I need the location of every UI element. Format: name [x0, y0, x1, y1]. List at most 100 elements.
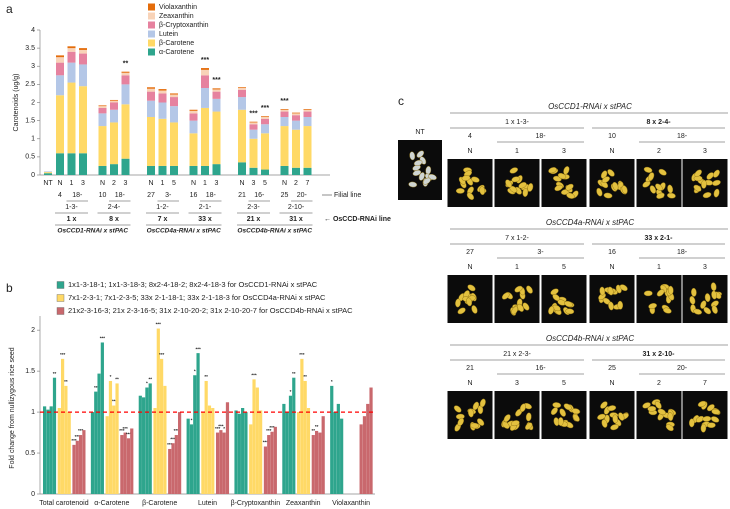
bar-segment [201, 88, 209, 108]
seed [691, 287, 697, 297]
bar-segment [147, 91, 155, 101]
progeny-label: 27 [147, 192, 155, 199]
bar [57, 408, 61, 494]
seed [597, 413, 606, 420]
bar-segment [158, 90, 167, 94]
seed [648, 172, 655, 181]
significance: ** [292, 371, 296, 376]
bar-segment [98, 126, 107, 166]
x-tick-label: 1 [161, 180, 165, 187]
bar-segment [44, 172, 52, 174]
progeny-label: 10 [99, 192, 107, 199]
x-tick-label: 5 [263, 180, 267, 187]
seed [642, 180, 651, 188]
seed [527, 183, 534, 192]
significance: *** [263, 440, 269, 445]
legend-label: 21x2-3-16-3; 21x 2-3-16-5; 31x 2-10-20-2… [68, 306, 353, 315]
bar [138, 395, 142, 494]
significance: *** [71, 438, 77, 443]
bar [333, 412, 337, 494]
plant-label: 5 [562, 264, 566, 271]
bar [211, 408, 215, 494]
bar [282, 403, 286, 494]
significance: *** [167, 442, 173, 447]
seed [701, 179, 707, 189]
plant-label: N [609, 264, 614, 271]
seed [643, 166, 653, 173]
seed [518, 182, 527, 189]
parent-label: 2-1- [199, 204, 212, 211]
bar [49, 406, 53, 494]
legend-swatch [148, 3, 155, 11]
legend-swatch [148, 12, 155, 20]
seed [603, 192, 613, 199]
plant-label: 7 [703, 380, 707, 387]
seed [693, 308, 702, 315]
progeny-label: 18- [206, 192, 217, 199]
bar [237, 413, 241, 494]
seed [557, 417, 564, 426]
x-tick-label: NT [43, 180, 53, 187]
cross-label: 8 x 2-4- [646, 119, 671, 126]
seed [413, 159, 423, 166]
significance: *** [126, 431, 132, 436]
significance: *** [269, 425, 275, 430]
photo-tile [494, 159, 540, 207]
bar [178, 412, 182, 494]
bar-segment [201, 68, 209, 70]
legend-swatch [148, 30, 155, 38]
bar-segment [158, 165, 167, 175]
bar [225, 402, 230, 494]
seed [416, 150, 425, 158]
x-tick-label: N [191, 180, 196, 187]
seed [548, 305, 555, 315]
bar [296, 412, 301, 494]
progeny-label: 25 [281, 192, 289, 199]
bar-segment [261, 133, 269, 170]
plant-label: 1 [515, 264, 519, 271]
bar [366, 403, 370, 494]
plant-label: 1 [657, 264, 661, 271]
seed [501, 292, 510, 300]
seed [453, 405, 462, 413]
significance: ** [312, 428, 316, 433]
bar-segment [158, 102, 167, 119]
bar-segment [170, 106, 178, 123]
bar [292, 377, 296, 494]
bar-segment [280, 117, 289, 127]
seed [621, 185, 628, 194]
x-tick-label: 5 [172, 180, 176, 187]
seed [503, 414, 511, 423]
photo-tile [589, 159, 635, 207]
x-tick-label: N [57, 180, 62, 187]
plant-label: 3 [703, 264, 707, 271]
significance: ** [115, 377, 119, 382]
bar [46, 409, 50, 494]
bar-segment [280, 109, 289, 110]
parent-label: 2-10- [288, 204, 305, 211]
x-tick-label: 3 [81, 180, 85, 187]
bar [318, 432, 322, 494]
bar [171, 443, 175, 494]
significance: ** [204, 374, 208, 379]
seed [566, 192, 575, 199]
bar-segment [56, 57, 64, 63]
significance: * [331, 379, 333, 384]
bar-segment [201, 75, 209, 88]
seed [472, 401, 480, 411]
x-tick-label: Zeaxanthin [286, 500, 321, 507]
bar-segment [56, 55, 64, 58]
bar [186, 418, 190, 494]
bar [163, 385, 167, 494]
plant-label: 2 [657, 380, 661, 387]
bar [201, 412, 205, 494]
bar [285, 412, 289, 494]
seed [600, 401, 608, 409]
bar-segment [121, 71, 130, 73]
seed [711, 305, 718, 314]
seed [654, 400, 662, 409]
panel-label: a [6, 2, 13, 16]
bar-segment [201, 107, 209, 166]
seed [550, 407, 558, 415]
bar [369, 387, 373, 494]
